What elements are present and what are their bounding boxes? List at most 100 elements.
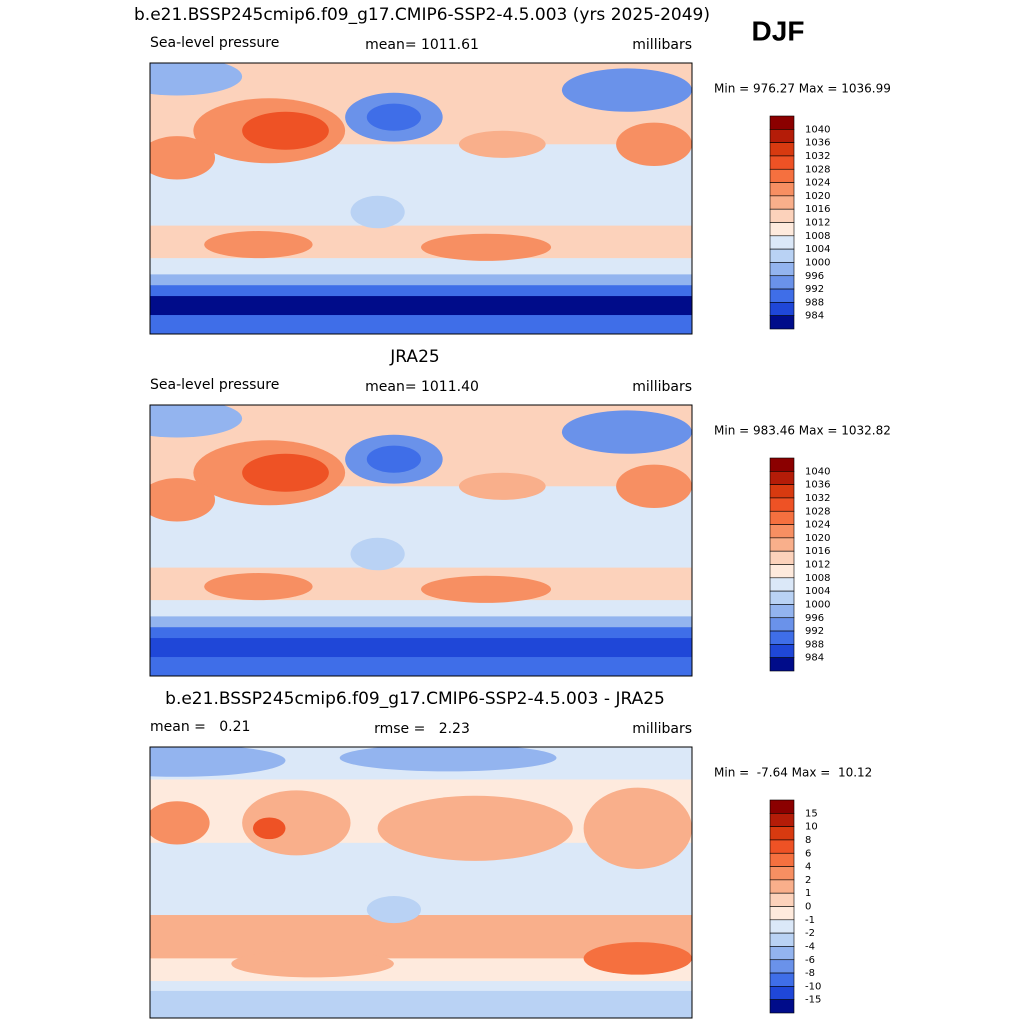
colorbar-label: 1016 — [805, 546, 830, 557]
colorbar-box — [769, 657, 795, 672]
colorbar-label: 1036 — [805, 480, 830, 491]
colorbar-label: 1004 — [805, 244, 830, 255]
field-blob — [561, 410, 692, 454]
field-blob — [150, 136, 216, 180]
colorbar-box — [769, 168, 795, 183]
colorbar-label: 1032 — [805, 151, 830, 162]
field-blob — [150, 747, 286, 777]
field-band — [150, 274, 692, 287]
colorbar-box — [769, 919, 795, 934]
field-blob — [366, 896, 421, 924]
colorbar-box — [769, 129, 795, 143]
colorbar-label: 1032 — [805, 493, 830, 504]
colorbar-box — [769, 617, 795, 632]
field-blob — [458, 130, 546, 158]
colorbar-box — [769, 577, 795, 592]
field-blob — [231, 950, 394, 978]
field-blob — [583, 942, 692, 975]
field-blob — [242, 111, 329, 150]
colorbar-box — [769, 826, 795, 841]
field-band — [150, 616, 692, 629]
field-blob — [150, 63, 243, 96]
colorbar-label: 1028 — [805, 164, 830, 175]
colorbar-box — [769, 906, 795, 921]
field-band — [150, 657, 692, 676]
colorbar-label: 996 — [805, 271, 824, 282]
main-title: b.e21.BSSP245cmip6.f09_g17.CMIP6-SSP2-4.… — [134, 5, 710, 25]
colorbar-box — [769, 852, 795, 867]
colorbar-label: 0 — [805, 902, 811, 913]
colorbar-label: 1028 — [805, 506, 830, 517]
colorbar-box — [769, 799, 795, 814]
colorbar-label: 992 — [805, 626, 824, 637]
colorbar-label: -2 — [805, 928, 815, 939]
colorbar-label: 1024 — [805, 178, 830, 189]
colorbar-box — [769, 222, 795, 237]
field-blob — [350, 195, 405, 229]
min-max: Min = 983.46 Max = 1032.82 — [714, 424, 891, 438]
colorbar-box — [769, 932, 795, 947]
panel-left: Sea-level pressure — [150, 377, 279, 393]
field-blob — [150, 478, 216, 522]
map-frame — [149, 404, 693, 677]
field-band — [150, 600, 692, 618]
map — [149, 404, 693, 677]
field-blob — [252, 817, 286, 840]
field-blob — [561, 68, 692, 112]
colorbar-box — [769, 484, 795, 499]
panel-right: millibars — [632, 721, 692, 737]
colorbar-label: 2 — [805, 875, 811, 886]
colorbar-box — [769, 195, 795, 210]
colorbar-label: 1008 — [805, 231, 830, 242]
field-blob — [583, 787, 692, 869]
colorbar-box — [769, 262, 795, 277]
colorbar-label: 988 — [805, 639, 824, 650]
map-frame — [149, 62, 693, 335]
colorbar-box — [769, 315, 795, 330]
colorbar-label: 1024 — [805, 520, 830, 531]
panel-right: millibars — [632, 379, 692, 395]
colorbar-label: -4 — [805, 941, 815, 952]
colorbar-label: 1004 — [805, 586, 830, 597]
field-band — [150, 638, 692, 659]
colorbar-box — [769, 235, 795, 250]
colorbar-box — [769, 524, 795, 539]
field-blob — [458, 472, 546, 500]
field-band — [150, 258, 692, 276]
colorbar-box — [769, 302, 795, 316]
map-frame — [149, 746, 693, 1019]
field-band — [150, 627, 692, 640]
colorbar-box — [769, 115, 795, 130]
colorbar-box — [769, 471, 795, 485]
field-blob — [204, 231, 313, 259]
panel-title: b.e21.BSSP245cmip6.f09_g17.CMIP6-SSP2-4.… — [165, 689, 665, 709]
colorbar-box — [769, 946, 795, 961]
colorbar-label: 1012 — [805, 560, 830, 571]
colorbar-box — [769, 182, 795, 197]
colorbar-label: -15 — [805, 995, 821, 1006]
field-blob — [377, 795, 573, 861]
field-blob — [421, 233, 552, 261]
colorbar-box — [769, 813, 795, 827]
min-max: Min = -7.64 Max = 10.12 — [714, 766, 872, 780]
min-max: Min = 976.27 Max = 1036.99 — [714, 82, 891, 96]
colorbar-box — [769, 497, 795, 512]
colorbar-label: 1000 — [805, 599, 830, 610]
map — [149, 746, 693, 1019]
field-blob — [150, 405, 243, 438]
colorbar-label: 996 — [805, 613, 824, 624]
field-band — [150, 285, 692, 298]
panel-title: JRA25 — [389, 347, 439, 367]
colorbar-label: 1016 — [805, 204, 830, 215]
colorbar-label: 1020 — [805, 533, 830, 544]
colorbar-box — [769, 892, 795, 907]
colorbar-label: 1000 — [805, 257, 830, 268]
colorbar-box — [769, 959, 795, 974]
colorbar-box — [769, 986, 795, 1000]
colorbar-box — [769, 155, 795, 170]
field-blob — [366, 103, 421, 131]
colorbar-label: 1020 — [805, 191, 830, 202]
colorbar-box — [769, 208, 795, 223]
colorbar-box — [769, 537, 795, 552]
colorbar-box — [769, 630, 795, 645]
